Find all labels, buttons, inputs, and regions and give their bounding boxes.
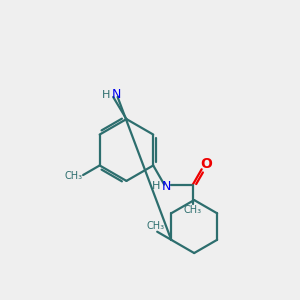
Text: CH₃: CH₃ xyxy=(64,171,83,181)
Text: H: H xyxy=(102,90,110,100)
Text: N: N xyxy=(162,180,171,193)
Text: H: H xyxy=(152,181,160,191)
Text: N: N xyxy=(112,88,122,101)
Text: CH₃: CH₃ xyxy=(184,205,202,215)
Text: CH₃: CH₃ xyxy=(147,221,165,231)
Text: O: O xyxy=(200,157,212,171)
